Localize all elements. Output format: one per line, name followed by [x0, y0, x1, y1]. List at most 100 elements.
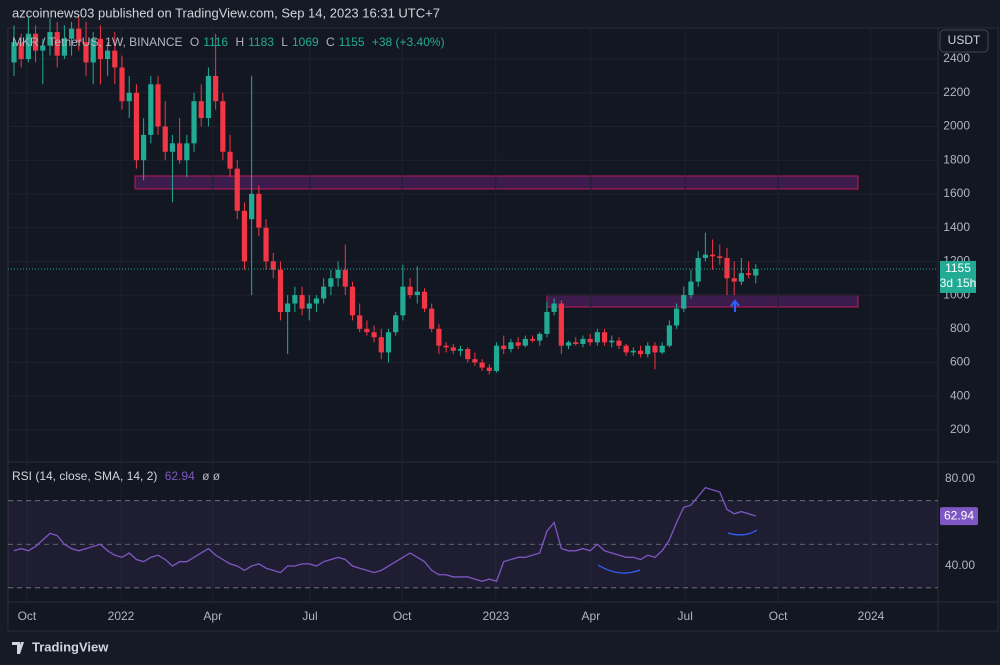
candle-body [162, 126, 168, 152]
zone-support [546, 294, 859, 308]
rsi-value-box [940, 507, 978, 526]
candle-body [515, 342, 521, 346]
candle-body [155, 84, 161, 127]
candle-body [429, 308, 435, 329]
candle-body [313, 298, 320, 304]
label: H [235, 35, 245, 49]
x-tick-label: Oct [18, 609, 37, 623]
high: 1183 [248, 35, 274, 49]
open: 1116 [203, 35, 229, 49]
candle-body [681, 295, 687, 309]
candle-body [335, 269, 341, 279]
candle-body [501, 345, 507, 350]
y-tick-label: 1600 [943, 186, 970, 200]
label: L [281, 35, 288, 49]
y-tick-label: 200 [950, 422, 970, 436]
candle-body [184, 143, 190, 161]
candle-body [393, 315, 399, 333]
candle-body [421, 291, 428, 309]
candle-body [385, 332, 392, 353]
y-tick-label: 80.00 [945, 471, 975, 485]
candle-body [234, 168, 240, 211]
candle-body [724, 257, 730, 279]
legend: MKR / TetherUS, 1W, BINANCE O 1116 H 1183 … [12, 35, 449, 49]
y-tick-label: 2000 [943, 119, 970, 133]
candle-body [68, 28, 75, 39]
candle-body [695, 257, 701, 282]
candle-body [119, 67, 125, 102]
x-tick-label: Apr [582, 609, 601, 623]
candle-body [616, 340, 622, 346]
candle-body [573, 342, 579, 344]
y-tick-label: 2400 [943, 51, 970, 65]
candle-body [76, 28, 82, 43]
trend-drawing [727, 529, 758, 536]
candle-body [587, 338, 593, 343]
y-tick-label: 600 [950, 355, 970, 369]
candle-body [544, 311, 550, 334]
candle-body [745, 273, 752, 275]
candle-body [508, 342, 514, 350]
candle-body [450, 347, 456, 351]
candle-body [148, 84, 154, 135]
candle-body [220, 101, 226, 152]
close: 1155 [338, 35, 365, 49]
y-tick-label: 40.00 [945, 558, 975, 572]
change: +38 (+3.40%) [371, 35, 445, 49]
candle-body [731, 278, 737, 282]
y-tick-label: 800 [950, 321, 970, 335]
candle-body [25, 33, 31, 60]
x-tick-label: 2022 [108, 609, 135, 623]
candle-body [349, 286, 356, 316]
candle-body [378, 337, 384, 353]
byline: azcoinnews03 published on TradingView.co… [12, 5, 440, 20]
candle-body [342, 269, 348, 287]
candle-body [609, 340, 615, 343]
arrow [730, 299, 740, 312]
candle-body [47, 32, 53, 46]
zone-resistance [134, 175, 859, 190]
candle-body [126, 92, 132, 102]
x-tick-label: Jul [302, 609, 317, 623]
candle-body [83, 42, 89, 63]
candle-body [551, 303, 557, 312]
candle-body [652, 345, 658, 353]
candle-body [623, 345, 629, 353]
last-price: 1155 [945, 261, 971, 275]
rsi-value: 62.94 [164, 469, 195, 483]
candle-body [601, 332, 608, 343]
currency-button[interactable] [939, 29, 989, 53]
candle-body [141, 134, 147, 161]
rsi-legend: RSI (14, close, SMA, 14, 2) 62.94 ø ø [12, 469, 224, 483]
candle-body [18, 42, 24, 60]
candle-body [486, 367, 492, 371]
candle-body [306, 303, 312, 309]
candle-body [529, 338, 536, 341]
candle-body [738, 273, 744, 282]
candle-body [645, 345, 651, 355]
candle-body [299, 295, 305, 309]
candle-body [270, 261, 276, 270]
candle-body [198, 101, 204, 119]
rsi-line [13, 486, 756, 583]
candle-body [169, 143, 176, 152]
candle-body [133, 92, 140, 161]
candle-body [414, 291, 420, 296]
currency[interactable]: USDT [948, 33, 981, 47]
candle-body [457, 349, 464, 351]
candle-body [357, 315, 363, 329]
label: C [326, 35, 335, 49]
last-price-box [940, 260, 976, 293]
candle-body [537, 333, 543, 341]
candle-body [702, 254, 708, 258]
candle-body [565, 342, 572, 346]
candle-body [285, 303, 291, 312]
y-tick-label: 400 [950, 388, 970, 402]
candle-body [558, 303, 564, 346]
candle-body [227, 151, 233, 169]
candle-body [673, 308, 680, 326]
candle-body [97, 38, 104, 60]
x-tick-label: 2024 [858, 609, 885, 623]
candle-body [263, 227, 269, 262]
